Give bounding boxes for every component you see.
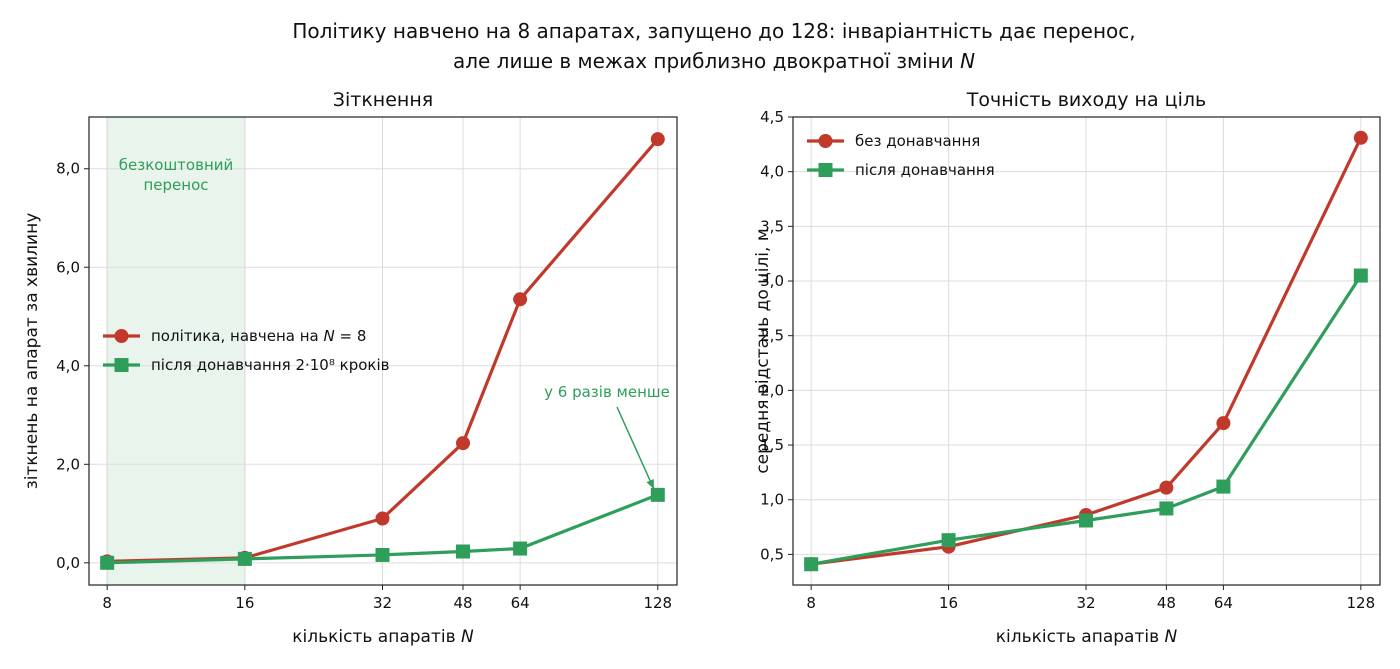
y-tick-label: 0,0 — [56, 554, 80, 572]
region-label-line-2: перенос — [143, 176, 208, 194]
y-tick-label: 8,0 — [56, 160, 80, 178]
series-line-1 — [107, 493, 659, 565]
legend: політика, навчена на N = 8 після донавчан… — [103, 327, 389, 374]
data-point — [1159, 480, 1174, 495]
x-tick-label: 16 — [939, 594, 958, 612]
x-axis-label: кількість апаратів N — [996, 627, 1178, 647]
data-point — [1216, 416, 1231, 431]
x-axis-label: кількість апаратів N — [292, 627, 474, 647]
legend: без донавчання після донавчання — [807, 132, 995, 179]
data-point — [650, 487, 665, 502]
legend-marker — [818, 163, 833, 177]
x-tick-label: 48 — [1157, 594, 1176, 612]
collisions-chart: безкоштовний перенос 8 16 32 48 64 128 0,0 2,0 4,0… — [22, 89, 678, 647]
y-tick-label: 3,0 — [760, 272, 784, 290]
data-point — [1078, 513, 1093, 528]
region-label-line-1: безкоштовний — [119, 156, 233, 174]
y-tick-label: 1,0 — [760, 491, 784, 509]
series-line-0 — [810, 137, 1363, 566]
y-tick-label: 4,0 — [56, 357, 80, 375]
accuracy-chart: 8 16 32 48 64 128 0,5 1,0 1,5 2,0 2,5 3,0 3,5 4,0 4,5 Т… — [753, 89, 1381, 647]
y-tick-label: 2,0 — [56, 455, 80, 473]
data-point — [513, 292, 528, 307]
annotation-text: у 6 разів менше — [544, 383, 670, 401]
data-point — [1353, 130, 1368, 145]
free-transfer-region — [107, 117, 245, 585]
panel-title: Точність виходу на ціль — [966, 89, 1206, 111]
x-tick-label: 48 — [453, 594, 472, 612]
data-point — [941, 533, 956, 548]
x-tick-label: 128 — [643, 594, 672, 612]
x-tick-label: 128 — [1347, 594, 1376, 612]
plot-frame — [88, 116, 678, 586]
panel-title: Зіткнення — [333, 89, 433, 111]
plot-frame — [792, 116, 1381, 586]
legend-entry: після донавчання — [855, 161, 995, 179]
y-tick-label: 4,0 — [760, 163, 784, 181]
legend-marker — [818, 134, 833, 148]
legend-entry: без донавчання — [855, 132, 980, 150]
annotation-arrow — [616, 406, 655, 490]
y-tick-label: 0,5 — [760, 545, 784, 563]
data-point — [1159, 501, 1174, 516]
figure-title-line-2: але лише в межах приблизно двократної зм… — [453, 49, 975, 73]
data-point — [804, 557, 819, 572]
data-point — [1353, 268, 1368, 283]
legend-marker — [114, 329, 129, 343]
data-point — [513, 541, 528, 556]
y-tick-label: 2,0 — [760, 381, 784, 399]
x-tick-label: 32 — [1076, 594, 1095, 612]
data-point — [237, 551, 252, 566]
x-tick-label: 32 — [373, 594, 392, 612]
data-point — [100, 555, 115, 570]
data-point — [375, 547, 390, 562]
series-line-1 — [810, 274, 1363, 566]
y-tick-label: 4,5 — [760, 108, 784, 126]
legend-entry: після донавчання 2·10⁸ кроків — [151, 356, 389, 374]
x-tick-label: 64 — [511, 594, 530, 612]
x-tick-label: 8 — [102, 594, 112, 612]
data-point — [375, 511, 390, 526]
y-axis-label: зіткнень на апарат за хвилину — [22, 213, 42, 490]
x-tick-label: 8 — [806, 594, 816, 612]
x-tick-label: 64 — [1214, 594, 1233, 612]
y-tick-label: 3,5 — [760, 217, 784, 235]
data-point — [1216, 479, 1231, 494]
annotation-arrowhead — [646, 478, 654, 489]
x-tick-label: 16 — [235, 594, 254, 612]
legend-marker — [114, 358, 129, 372]
y-tick-label: 2,5 — [760, 327, 784, 345]
data-point — [650, 132, 665, 147]
y-tick-label: 1,5 — [760, 436, 784, 454]
data-point — [456, 544, 471, 559]
y-axis-label: середня відстань до цілі, м — [753, 228, 773, 473]
legend-entry: політика, навчена на N = 8 — [151, 327, 366, 345]
y-tick-label: 6,0 — [56, 258, 80, 276]
data-point — [456, 436, 471, 451]
figure-title-line-1: Політику навчено на 8 апаратах, запущено… — [292, 19, 1135, 43]
